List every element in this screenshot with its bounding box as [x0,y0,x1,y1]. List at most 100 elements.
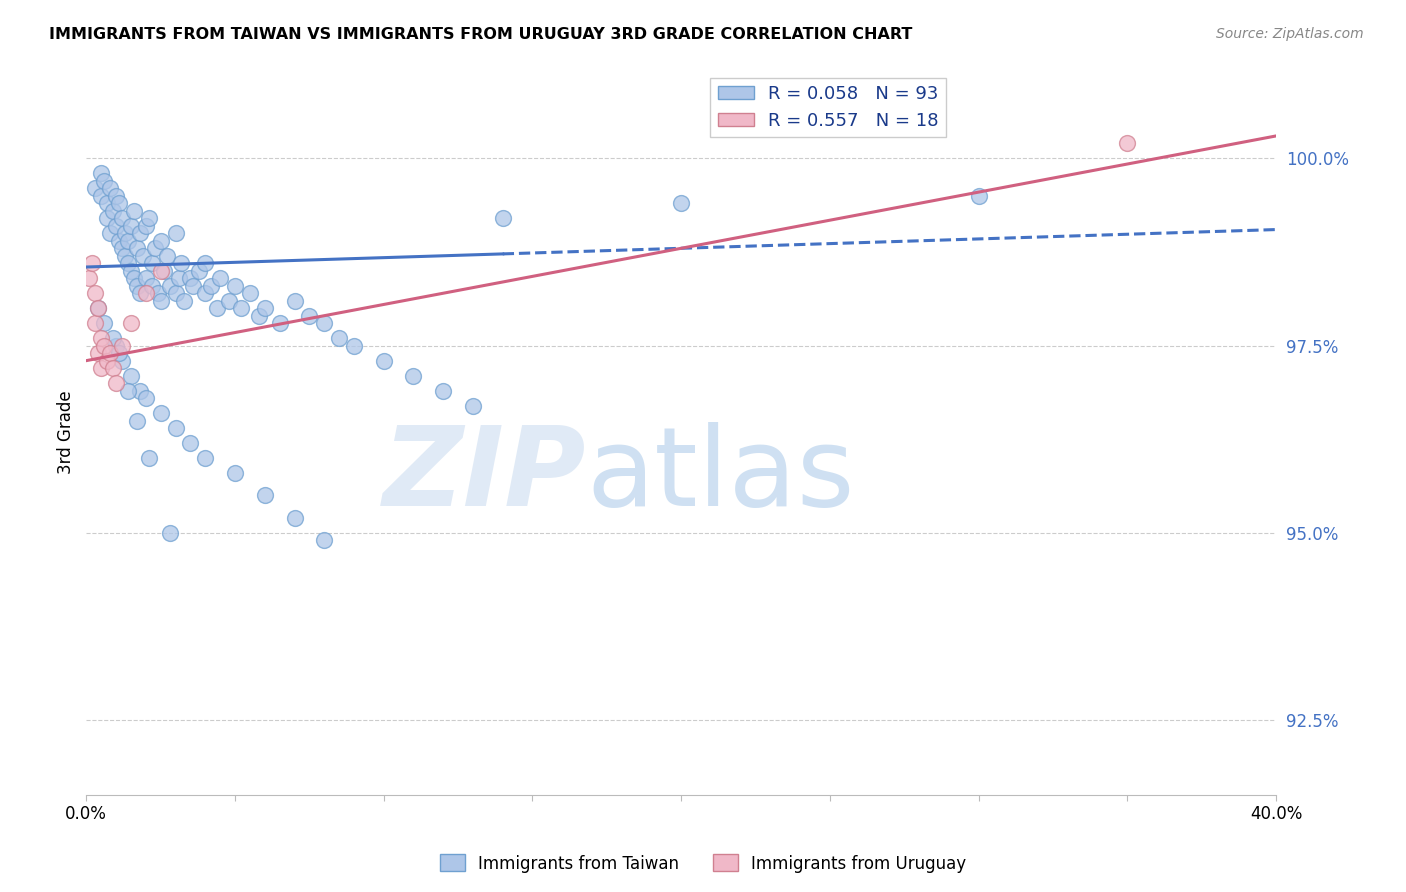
Point [165,421,187,435]
Point [173,293,195,308]
Point [98,346,121,360]
Point [135,219,157,233]
Point [90,331,112,345]
Point [179,436,201,450]
Point [373,353,395,368]
Point [120,219,142,233]
Point [101,361,124,376]
Point [314,533,336,548]
Point [194,286,217,301]
Point [114,249,136,263]
Point [1116,136,1139,151]
Point [253,488,276,502]
Point [194,450,217,465]
Point [159,278,181,293]
Point [98,227,121,241]
Point [93,316,115,330]
Point [90,361,112,376]
Point [122,203,145,218]
Point [90,189,112,203]
Point [93,339,115,353]
Point [283,511,305,525]
Point [125,278,148,293]
Point [167,271,190,285]
Point [224,278,246,293]
Point [314,316,336,330]
Text: atlas: atlas [586,422,855,529]
Point [87,301,110,316]
Point [149,293,172,308]
Point [120,368,142,383]
Point [343,339,366,353]
Point [141,278,163,293]
Text: ZIP: ZIP [382,422,586,529]
Point [402,368,425,383]
Point [128,384,150,398]
Text: IMMIGRANTS FROM TAIWAN VS IMMIGRANTS FROM URUGUAY 3RD GRADE CORRELATION CHART: IMMIGRANTS FROM TAIWAN VS IMMIGRANTS FRO… [49,27,912,42]
Point [461,399,484,413]
Point [170,256,193,270]
Point [87,346,110,360]
Point [432,384,454,398]
Point [108,196,131,211]
Point [146,286,169,301]
Point [114,227,136,241]
Point [200,278,222,293]
Point [120,316,142,330]
Point [120,264,142,278]
Point [98,181,121,195]
Point [141,256,163,270]
Point [669,196,692,211]
Point [105,189,128,203]
Point [149,406,172,420]
Point [125,413,148,427]
Point [84,316,107,330]
Point [128,227,150,241]
Point [96,353,118,368]
Point [117,234,139,248]
Point [328,331,350,345]
Point [138,450,160,465]
Point [149,264,172,278]
Point [117,256,139,270]
Point [111,339,134,353]
Point [122,271,145,285]
Point [218,293,240,308]
Point [135,391,157,405]
Point [183,278,205,293]
Point [105,219,128,233]
Legend: R = 0.058   N = 93, R = 0.557   N = 18: R = 0.058 N = 93, R = 0.557 N = 18 [710,78,946,137]
Point [967,189,990,203]
Point [229,301,252,316]
Point [239,286,262,301]
Point [125,241,148,255]
Point [283,293,305,308]
Point [138,211,160,226]
Point [111,241,134,255]
Point [253,301,276,316]
Point [108,234,131,248]
Point [101,203,124,218]
Point [135,271,157,285]
Point [128,286,150,301]
Point [96,196,118,211]
Point [224,466,246,480]
Point [209,271,232,285]
Point [165,286,187,301]
Point [492,211,515,226]
Point [101,331,124,345]
Point [135,286,157,301]
Point [108,346,131,360]
Point [152,264,174,278]
Point [77,271,100,285]
Legend: Immigrants from Taiwan, Immigrants from Uruguay: Immigrants from Taiwan, Immigrants from … [433,847,973,880]
Point [194,256,217,270]
Point [188,264,211,278]
Point [82,256,104,270]
Point [143,241,166,255]
Point [132,249,155,263]
Point [111,353,134,368]
Point [269,316,291,330]
Point [149,234,172,248]
Point [105,376,128,390]
